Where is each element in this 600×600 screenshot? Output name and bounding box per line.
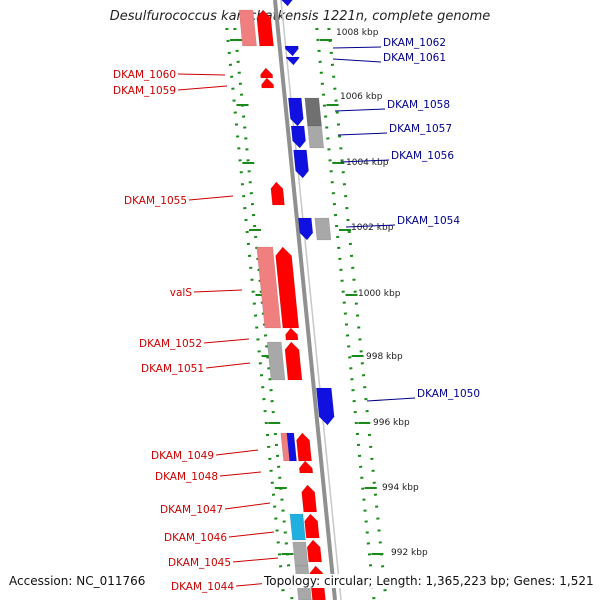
gene-arrow-1049-rev: [286, 432, 297, 462]
gene-arrow-1059: [261, 77, 275, 89]
gene-label-forward-12: DKAM_1044: [171, 581, 234, 593]
leader-line-forward-3: [188, 195, 234, 201]
scale-label-7: 996 kbp: [373, 418, 410, 428]
map-title: Desulfurococcus kamchatkensis 1221n, com…: [109, 9, 491, 24]
scale-label-1: 1008 kbp: [336, 28, 379, 38]
tick-ring-4: [327, 27, 388, 600]
scale-label-4: 1002 kbp: [351, 223, 394, 233]
gene-label-forward-7: DKAM_1049: [151, 450, 214, 462]
leader-line-reverse-2: [332, 58, 382, 63]
gene-arrow-1049: [296, 432, 312, 462]
gene-label-reverse-3: DKAM_1058: [387, 99, 450, 111]
gene-label-reverse-2: DKAM_1061: [383, 52, 446, 64]
gene-arrow-vals-paralog: [256, 246, 282, 329]
gene-arrow-1058-gray: [304, 97, 322, 127]
leader-line-forward-9: [224, 502, 271, 510]
gene-label-reverse-5: DKAM_1056: [391, 150, 454, 162]
scale-label-3: 1004 kbp: [346, 158, 389, 168]
gene-arrow-1051-gray: [266, 341, 286, 381]
gene-label-forward-10: DKAM_1046: [164, 532, 227, 544]
gene-arrow-1060: [260, 67, 274, 79]
summary-text: Topology: circular; Length: 1,365,223 bp…: [262, 574, 596, 588]
gene-arrow-1055: [270, 181, 285, 206]
accession-text: Accession: NC_011766: [9, 574, 146, 588]
gene-arrow-1057-gray: [307, 125, 325, 149]
gene-arrow-1054: [297, 217, 314, 241]
gene-arrow-1050: [315, 387, 335, 426]
gene-arrow-1046-cyan: [289, 513, 306, 541]
gene-label-reverse-7: DKAM_1050: [417, 388, 480, 400]
scale-label-6: 998 kbp: [366, 352, 403, 362]
scale-label-5: 1000 kbp: [358, 289, 401, 299]
leader-line-reverse-5: [340, 159, 390, 163]
leader-line-reverse-3: [334, 108, 386, 112]
gene-arrow-1062: [284, 45, 299, 57]
gene-label-forward-6: DKAM_1051: [141, 363, 204, 375]
gene-label-forward-3: DKAM_1055: [124, 195, 187, 207]
gene-arrow-vals: [275, 246, 300, 329]
gene-label-forward-9: DKAM_1047: [160, 504, 223, 516]
gene-arrow-top: [256, 9, 274, 47]
gene-label-forward-11: DKAM_1045: [168, 557, 231, 569]
gene-label-reverse-6: DKAM_1054: [397, 215, 460, 227]
gene-arrow-1052: [285, 327, 299, 341]
gene-arrow-1061: [285, 56, 300, 66]
gene-arrow-1057: [290, 125, 306, 149]
gene-arrow-1047: [301, 484, 318, 513]
leader-line-reverse-1: [332, 46, 382, 49]
gene-label-forward-8: DKAM_1048: [155, 471, 218, 483]
leader-line-forward-6: [205, 362, 251, 369]
gene-arrow-1058: [287, 97, 304, 127]
gene-arrow-1054-gray: [314, 217, 332, 241]
leader-line-forward-4: [193, 289, 243, 293]
gene-arrow-1051: [284, 341, 303, 381]
gene-arrow-1056: [293, 149, 309, 179]
backbone-outer: [273, 0, 337, 600]
gene-label-forward-1: DKAM_1060: [113, 69, 176, 81]
gene-arrow-1045: [306, 539, 323, 563]
gene-arrow-1045-gray: [292, 541, 309, 567]
leader-line-reverse-7: [366, 397, 416, 402]
leader-line-forward-11: [232, 557, 279, 563]
gene-label-forward-2: DKAM_1059: [113, 85, 176, 97]
gene-arrow-top-rev: [280, 0, 294, 7]
leader-line-reverse-6: [345, 224, 396, 228]
gene-arrow-1046: [304, 513, 320, 539]
leader-line-forward-5: [203, 338, 250, 344]
gene-label-forward-5: DKAM_1052: [139, 338, 202, 350]
gene-label-forward-4: valS: [170, 287, 193, 299]
scale-label-2: 1006 kbp: [340, 92, 383, 102]
gene-arrow-top-light: [238, 9, 257, 47]
leader-line-forward-2: [177, 85, 228, 91]
leader-line-forward-10: [228, 531, 275, 538]
gene-label-reverse-4: DKAM_1057: [389, 123, 452, 135]
scale-label-9: 992 kbp: [391, 548, 428, 558]
leader-line-forward-8: [219, 471, 262, 477]
leader-line-forward-7: [215, 449, 259, 456]
tick-ring-3: [315, 27, 376, 600]
leader-line-reverse-4: [337, 132, 388, 136]
gene-label-reverse-1: DKAM_1062: [383, 37, 446, 49]
gene-arrow-1048: [298, 460, 314, 474]
leader-line-forward-1: [177, 73, 226, 76]
scale-label-8: 994 kbp: [382, 483, 419, 493]
